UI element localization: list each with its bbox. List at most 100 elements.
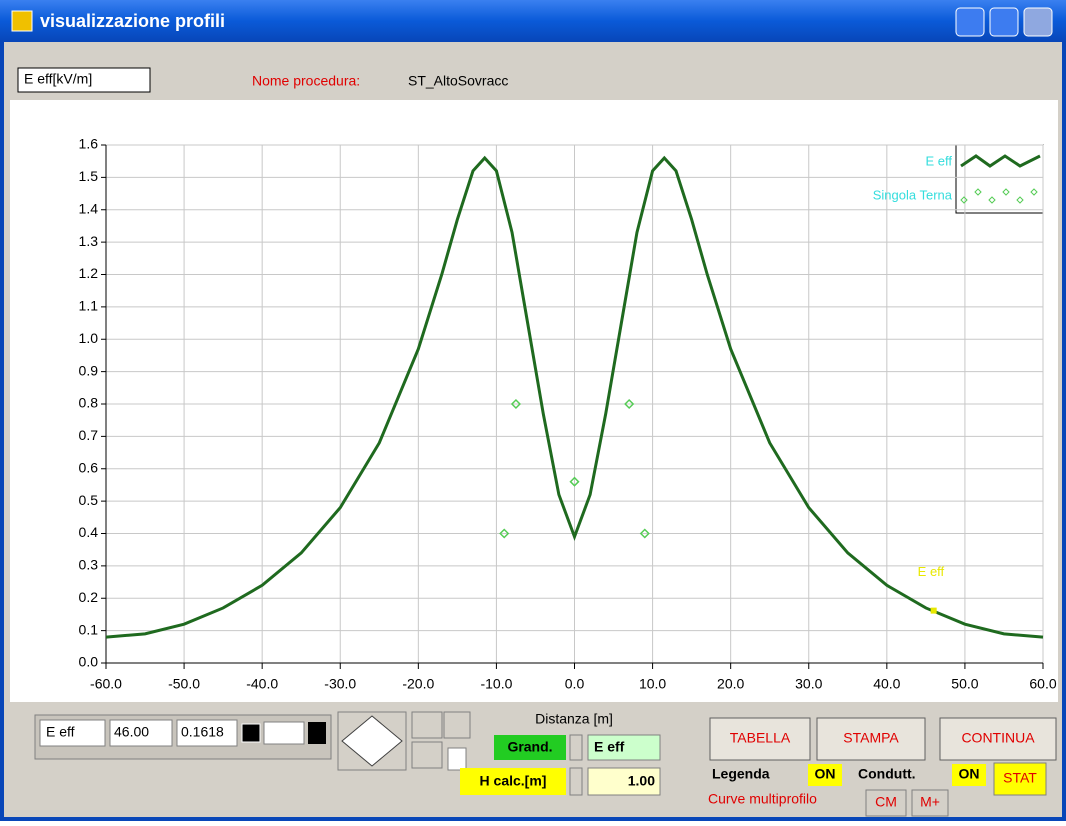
cursor-marker — [930, 607, 937, 614]
stat-button[interactable] — [993, 762, 1047, 796]
legend-swatch — [1016, 196, 1024, 204]
cursor-style[interactable] — [241, 723, 261, 743]
x-tick-label: -40.0 — [246, 676, 278, 692]
pan-tool[interactable] — [411, 741, 443, 769]
legend-swatch — [960, 154, 1041, 168]
y-label-box — [17, 67, 151, 93]
x-axis-label: Distanza [m] — [535, 711, 613, 727]
close-button[interactable] — [1023, 7, 1053, 37]
data-point — [639, 528, 650, 539]
data-point — [569, 476, 580, 487]
x-tick-label: -30.0 — [324, 676, 356, 692]
hcalc-value-box[interactable] — [587, 767, 661, 796]
button[interactable] — [709, 717, 811, 761]
condutt-state: ON — [959, 766, 980, 782]
legend-swatch — [988, 196, 996, 204]
x-tick-label: 20.0 — [717, 676, 744, 692]
button-label: CONTINUA — [961, 730, 1035, 746]
y-tick-label: 1.5 — [79, 168, 99, 184]
y-tick-label: 0.9 — [79, 362, 99, 378]
cursor-y-box — [176, 719, 238, 747]
grand-value: E eff — [594, 739, 625, 755]
cm-label: CM — [875, 794, 897, 810]
cursor-y: 0.1618 — [181, 724, 224, 740]
grand-label-box — [494, 735, 566, 760]
data-line — [105, 155, 1044, 639]
legend-swatch — [1030, 188, 1038, 196]
y-tick-label: 1.1 — [79, 298, 99, 314]
multiprofile-label: Curve multiprofilo — [708, 791, 817, 807]
cursor-x-box — [109, 719, 173, 747]
x-tick-label: 60.0 — [1029, 676, 1056, 692]
x-tick-label: 40.0 — [873, 676, 900, 692]
y-tick-label: 1.3 — [79, 233, 99, 249]
y-tick-label: 0.6 — [79, 459, 99, 475]
y-tick-label: 0.0 — [79, 654, 99, 670]
legend-label: E eff — [925, 153, 952, 168]
cursor-x: 46.00 — [114, 724, 149, 740]
y-tick-label: 0.4 — [79, 524, 99, 540]
button[interactable] — [939, 717, 1057, 761]
y-tick-label: 0.3 — [79, 557, 99, 573]
button-label: STAMPA — [843, 730, 899, 746]
data-point — [624, 398, 635, 410]
y-tick-label: 0.5 — [79, 492, 99, 508]
window-title: visualizzazione profili — [40, 11, 225, 31]
x-tick-label: 0.0 — [565, 676, 585, 692]
x-tick-label: 50.0 — [951, 676, 978, 692]
grand-label: Grand. — [507, 739, 552, 755]
cm-button[interactable] — [865, 789, 907, 817]
cursor-lock[interactable] — [308, 722, 326, 744]
hcalc-spinner[interactable] — [569, 767, 583, 796]
button[interactable] — [816, 717, 926, 761]
legend-swatch — [1002, 188, 1010, 196]
y-axis-label: E eff[kV/m] — [24, 71, 92, 87]
y-tick-label: 0.8 — [79, 395, 99, 411]
y-tick-label: 0.1 — [79, 621, 99, 637]
hcalc-value: 1.00 — [628, 773, 655, 789]
legend-label: Singola Terna — [873, 187, 953, 202]
cursor-tool[interactable] — [443, 711, 471, 739]
stat-label: STAT — [1003, 770, 1037, 786]
data-point — [510, 398, 521, 410]
grand-spinner[interactable] — [569, 734, 583, 761]
x-tick-label: -50.0 — [168, 676, 200, 692]
cursor-color[interactable] — [263, 721, 305, 745]
procedure-name: ST_AltoSovracc — [408, 73, 508, 89]
y-tick-label: 1.4 — [79, 200, 99, 216]
mplus-button[interactable] — [911, 789, 949, 817]
condutt-toggle[interactable] — [952, 764, 986, 786]
x-tick-label: 30.0 — [795, 676, 822, 692]
plot-background — [10, 100, 1058, 702]
y-tick-label: 0.7 — [79, 427, 99, 443]
grand-value-box[interactable] — [587, 734, 661, 761]
tool-box[interactable] — [447, 747, 467, 771]
legend-box — [955, 144, 1044, 214]
x-tick-label: -10.0 — [480, 676, 512, 692]
cursor-name-box — [39, 719, 106, 747]
x-tick-label: -20.0 — [402, 676, 434, 692]
minimize-button[interactable] — [955, 7, 985, 37]
button-label: TABELLA — [730, 730, 791, 746]
pan-diamond[interactable] — [341, 715, 403, 767]
y-tick-label: 0.2 — [79, 589, 99, 605]
cursor-annotation: E eff — [918, 564, 945, 579]
hcalc-label-box — [460, 768, 566, 795]
mplus-label: M+ — [920, 794, 940, 810]
cursor-name: E eff — [46, 724, 75, 740]
maximize-button[interactable] — [989, 7, 1019, 37]
legenda-state: ON — [815, 766, 836, 782]
legend-swatch — [960, 196, 968, 204]
condutt-label: Condutt. — [858, 766, 916, 782]
legenda-toggle[interactable] — [808, 764, 842, 786]
title-bar — [0, 0, 1066, 42]
x-tick-label: 10.0 — [639, 676, 666, 692]
x-tick-label: -60.0 — [90, 676, 122, 692]
app-icon — [11, 10, 33, 32]
y-tick-label: 1.2 — [79, 265, 99, 281]
data-point — [499, 528, 510, 539]
zoom-tool[interactable] — [411, 711, 443, 739]
y-tick-label: 1.6 — [79, 136, 99, 152]
legend-swatch — [974, 188, 982, 196]
